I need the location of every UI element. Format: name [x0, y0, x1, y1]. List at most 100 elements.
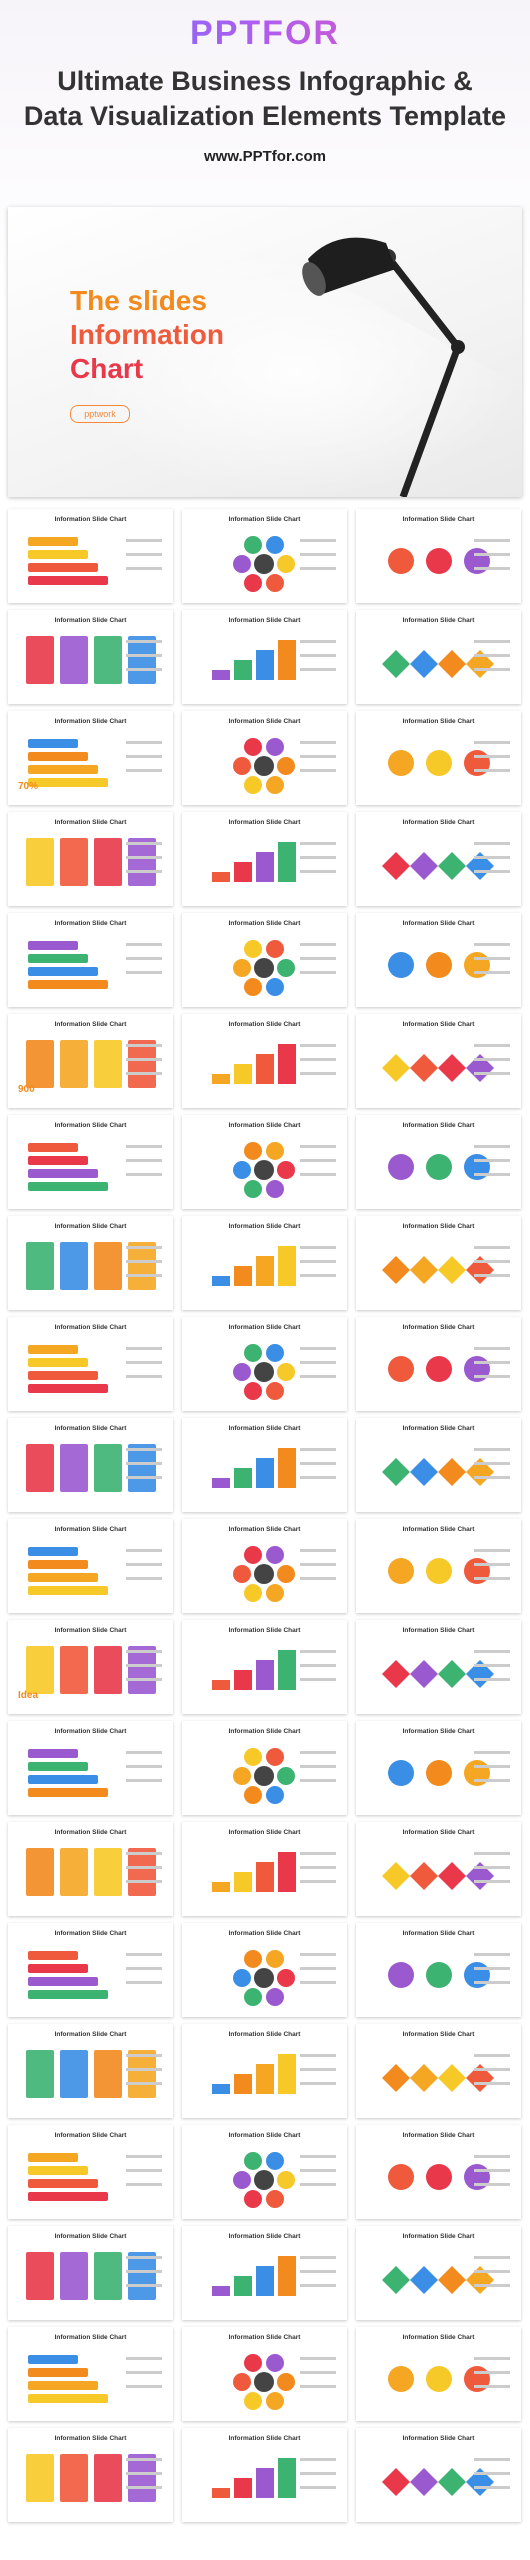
slide-thumbnail[interactable]: Information Slide Chart	[182, 1923, 347, 2017]
decoration	[266, 1141, 284, 1160]
slide-thumbnail[interactable]: Information Slide Chart	[356, 509, 521, 603]
slide-thumbnail[interactable]: Information Slide Chart	[8, 1317, 173, 1411]
slide-thumbnail[interactable]: Information Slide Chart	[8, 1822, 173, 1916]
slide-thumbnail[interactable]: Information Slide Chart	[182, 913, 347, 1007]
slide-thumbnail[interactable]: Information Slide Chart	[356, 2226, 521, 2320]
decoration	[60, 2050, 88, 2098]
slide-thumbnail[interactable]: Information Slide Chart	[182, 711, 347, 805]
slide-thumbnail[interactable]: Information Slide Chart	[356, 1822, 521, 1916]
thumbnail-title: Information Slide Chart	[54, 1122, 127, 1129]
slide-thumbnail[interactable]: Information Slide Chart	[356, 1317, 521, 1411]
decoration	[474, 1072, 510, 1075]
decoration	[300, 1765, 336, 1768]
decoration	[234, 2074, 252, 2094]
slide-thumbnail[interactable]: Information Slide Chart	[8, 2024, 173, 2118]
slide-thumbnail[interactable]: Information Slide Chart	[356, 711, 521, 805]
slide-thumbnail[interactable]: Information Slide Chart	[182, 1822, 347, 1916]
decoration	[277, 959, 295, 977]
slide-thumbnail[interactable]: Information Slide Chart 70%	[8, 711, 173, 805]
decoration	[300, 1044, 336, 1047]
hero-button[interactable]: pptwork	[70, 405, 130, 423]
slide-thumbnail[interactable]: Information Slide Chart	[356, 610, 521, 704]
hero-title: Information	[70, 319, 224, 350]
slide-thumbnail[interactable]: Information Slide Chart	[8, 812, 173, 906]
website-link[interactable]: www.PPTfor.com	[204, 148, 326, 165]
slide-thumbnail[interactable]: Information Slide Chart 900	[8, 1014, 173, 1108]
decoration	[128, 1646, 156, 1694]
decoration	[464, 1154, 490, 1180]
slide-thumbnail[interactable]: Information Slide Chart	[182, 1519, 347, 1613]
thumbnail-graphic	[212, 1246, 336, 1286]
slide-thumbnail[interactable]: Information Slide Chart	[8, 610, 173, 704]
slide-thumbnail[interactable]: Information Slide Chart	[8, 2327, 173, 2421]
slide-thumbnail[interactable]: Information Slide Chart Idea	[8, 1620, 173, 1714]
thumbnail-title: Information Slide Chart	[54, 1829, 127, 1836]
decoration	[300, 2155, 336, 2158]
slide-thumbnail[interactable]: Information Slide Chart	[8, 913, 173, 1007]
slide-thumbnail[interactable]: Information Slide Chart	[182, 2428, 347, 2522]
decoration	[212, 2488, 230, 2498]
slide-thumbnail[interactable]: Information Slide Chart	[8, 1216, 173, 1310]
slide-thumbnail[interactable]: Information Slide Chart	[182, 1014, 347, 1108]
slide-thumbnail[interactable]: Information Slide Chart	[356, 913, 521, 1007]
thumbnail-graphic	[388, 1549, 510, 1584]
slide-thumbnail[interactable]: Information Slide Chart	[356, 1923, 521, 2017]
slide-thumbnail[interactable]: Information Slide Chart	[8, 2125, 173, 2219]
slide-thumbnail[interactable]: Information Slide Chart	[356, 2327, 521, 2421]
slide-thumbnail[interactable]: Information Slide Chart	[356, 1519, 521, 1613]
slide-thumbnail[interactable]: Information Slide Chart	[8, 1519, 173, 1613]
thumbnail-graphic	[212, 640, 336, 680]
decoration	[410, 1256, 438, 1284]
slide-thumbnail[interactable]: Information Slide Chart	[356, 1418, 521, 1512]
slide-thumbnail[interactable]: Information Slide Chart	[8, 2226, 173, 2320]
decoration	[254, 2170, 274, 2190]
slide-thumbnail[interactable]: Information Slide Chart	[8, 1418, 173, 1512]
decoration	[474, 2068, 510, 2071]
decoration	[266, 2353, 284, 2372]
decoration	[244, 776, 262, 795]
slide-thumbnail[interactable]: Information Slide Chart	[182, 2226, 347, 2320]
slide-thumbnail[interactable]: Information Slide Chart	[356, 2125, 521, 2219]
decoration	[474, 2385, 510, 2388]
slide-thumbnail[interactable]: Information Slide Chart	[8, 1923, 173, 2017]
decoration	[426, 1760, 452, 1786]
slide-thumbnail[interactable]: Information Slide Chart	[8, 2428, 173, 2522]
slide-thumbnail[interactable]: Information Slide Chart	[356, 2428, 521, 2522]
slide-thumbnail[interactable]: Information Slide Chart	[182, 812, 347, 906]
decoration	[266, 939, 284, 958]
slide-thumbnail[interactable]: Information Slide Chart	[356, 1014, 521, 1108]
thumbnail-title: Information Slide Chart	[402, 718, 475, 725]
slide-thumbnail[interactable]: Information Slide Chart	[182, 1418, 347, 1512]
slide-thumbnail[interactable]: Information Slide Chart	[8, 509, 173, 603]
slide-thumbnail[interactable]: Information Slide Chart	[356, 1115, 521, 1209]
slide-thumbnail[interactable]: Information Slide Chart	[356, 812, 521, 906]
decoration	[410, 1054, 438, 1082]
thumbnail-graphic	[233, 1949, 336, 2007]
decoration	[410, 2468, 438, 2496]
slide-thumbnail[interactable]: Information Slide Chart	[182, 1115, 347, 1209]
decoration	[278, 1650, 296, 1690]
decoration	[28, 2394, 108, 2403]
slide-thumbnail[interactable]: Information Slide Chart	[182, 509, 347, 603]
slide-thumbnail[interactable]: Information Slide Chart	[8, 1721, 173, 1815]
slide-thumbnail[interactable]: Information Slide Chart	[182, 2327, 347, 2421]
decoration	[426, 2366, 452, 2392]
slide-thumbnail[interactable]: Information Slide Chart	[356, 2024, 521, 2118]
slide-thumbnail[interactable]: Information Slide Chart	[182, 1721, 347, 1815]
decoration	[474, 1448, 510, 1451]
slide-thumbnail[interactable]: Information Slide Chart	[182, 610, 347, 704]
slide-thumbnail[interactable]: Information Slide Chart	[356, 1620, 521, 1714]
thumbnail-graphic	[382, 842, 510, 880]
logo[interactable]: PPTFOR	[0, 14, 530, 53]
decoration	[277, 2171, 295, 2189]
slide-thumbnail[interactable]: Information Slide Chart	[182, 2125, 347, 2219]
slide-thumbnail[interactable]: Information Slide Chart	[182, 1620, 347, 1714]
decoration	[474, 1549, 510, 1552]
slide-thumbnail[interactable]: Information Slide Chart	[356, 1216, 521, 1310]
slide-thumbnail[interactable]: Information Slide Chart	[182, 1317, 347, 1411]
slide-thumbnail[interactable]: Information Slide Chart	[356, 1721, 521, 1815]
slide-thumbnail[interactable]: Information Slide Chart	[182, 2024, 347, 2118]
slide-thumbnail[interactable]: Information Slide Chart	[8, 1115, 173, 1209]
decoration	[474, 654, 510, 657]
slide-thumbnail[interactable]: Information Slide Chart	[182, 1216, 347, 1310]
